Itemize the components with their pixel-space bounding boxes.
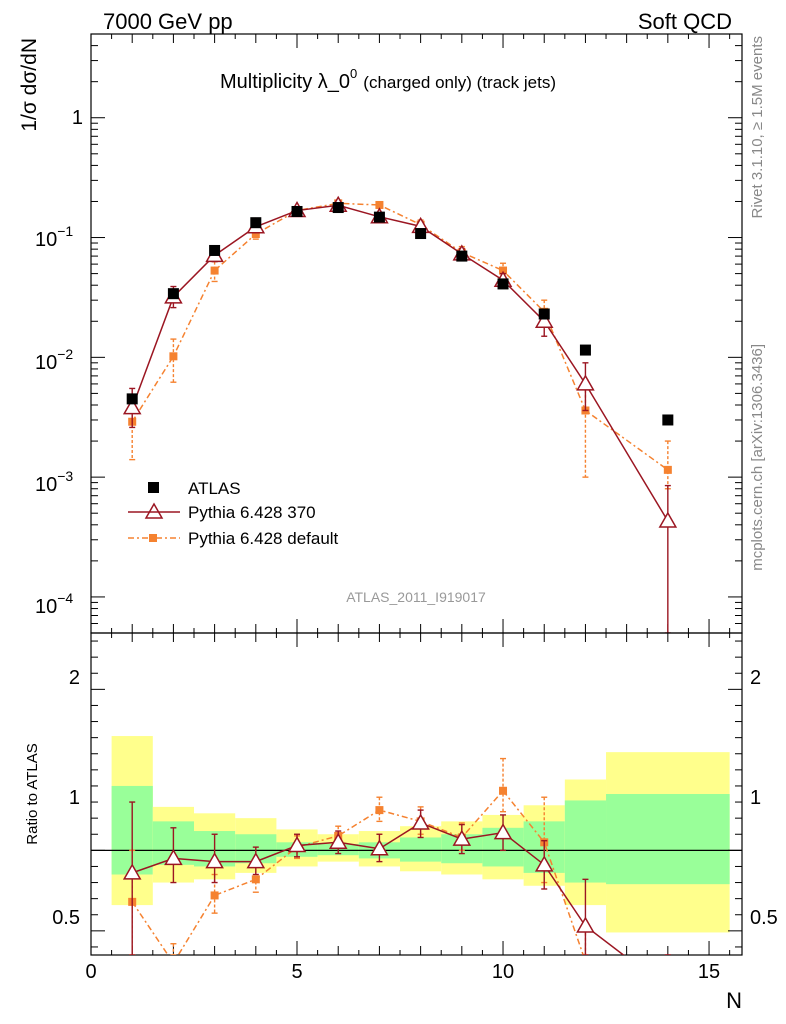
legend-label-atlas: ATLAS bbox=[188, 479, 241, 498]
ytick-label-1e-3: 10−3 bbox=[35, 468, 73, 496]
atlas-data-point bbox=[662, 414, 674, 426]
pythia370-point bbox=[658, 511, 678, 528]
ratio-pythia370-point bbox=[576, 916, 595, 933]
atlas-data-point bbox=[167, 288, 179, 300]
pythia-default-point bbox=[499, 266, 508, 275]
xtick-label-15: 15 bbox=[698, 961, 720, 983]
side-label-mcplots: mcplots.cern.ch [arXiv:1306.3436] bbox=[749, 344, 766, 571]
ratio-pythia370-point bbox=[287, 836, 307, 853]
xtick-label-5: 5 bbox=[291, 961, 302, 983]
legend-label-pythia370: Pythia 6.428 370 bbox=[188, 503, 316, 522]
xtick-label-0: 0 bbox=[85, 961, 96, 983]
ratio-pythia370-point bbox=[205, 852, 224, 869]
ratio-pythia370-point bbox=[164, 848, 183, 866]
pythia370-point bbox=[576, 374, 595, 391]
pythia-default-point bbox=[210, 266, 219, 275]
ratio-band-inner bbox=[606, 794, 730, 885]
atlas-data-point bbox=[209, 244, 221, 256]
pythia370-point bbox=[534, 311, 554, 329]
pythia-default-point bbox=[169, 352, 178, 361]
ytick-label-1e-4: 10−4 bbox=[35, 590, 73, 618]
atlas-data-point bbox=[538, 308, 550, 320]
ratio-pythia370-point bbox=[534, 855, 554, 872]
legend-label-pythia-default: Pythia 6.428 default bbox=[188, 529, 339, 548]
main-y-axis-label: 1/σ dσ/dN bbox=[18, 38, 41, 132]
ratio-axis-ticks bbox=[90, 633, 742, 955]
pythia370-point bbox=[122, 398, 142, 415]
plot-title-superscript: 0 bbox=[350, 66, 357, 81]
atlas-data-point bbox=[415, 228, 427, 240]
ratio-pythia370-point bbox=[246, 852, 266, 869]
atlas-data-point bbox=[332, 202, 344, 214]
ratio-ytick-0.5-right: 0.5 bbox=[750, 907, 778, 929]
ratio-band-inner bbox=[564, 800, 607, 883]
atlas-data-point bbox=[456, 250, 468, 262]
ratio-pythia-default-line bbox=[131, 789, 584, 955]
pythia-default-point bbox=[375, 200, 384, 209]
ratio-pythia370-point bbox=[452, 829, 472, 846]
ratio-pythia370-point bbox=[493, 823, 513, 840]
ratio-y-axis-label: Ratio to ATLAS bbox=[24, 743, 41, 844]
ratio-ytick-1-right: 1 bbox=[750, 787, 761, 809]
ratio-pythia-default-point bbox=[251, 875, 260, 884]
ratio-pythia370-point bbox=[411, 813, 430, 830]
ratio-ytick-2: 2 bbox=[69, 667, 80, 689]
atlas-data-point bbox=[497, 278, 509, 290]
ratio-plot-frame bbox=[90, 632, 743, 956]
ratio-ytick-0.5: 0.5 bbox=[52, 907, 80, 929]
ratio-pythia370-point bbox=[122, 863, 142, 880]
header-right: Soft QCD bbox=[638, 9, 732, 34]
ratio-ytick-1: 1 bbox=[69, 787, 80, 809]
pythia-default-point bbox=[663, 465, 672, 474]
ratio-pythia370-point bbox=[328, 832, 348, 850]
ratio-pythia-default-point bbox=[375, 806, 384, 815]
atlas-data-point bbox=[126, 393, 138, 405]
ytick-label-1e-2: 10−2 bbox=[35, 346, 73, 374]
ratio-pythia370-point bbox=[370, 839, 389, 856]
x-axis-label: N bbox=[726, 988, 742, 1013]
analysis-label: ATLAS_2011_I919017 bbox=[346, 589, 486, 605]
xtick-label-10: 10 bbox=[492, 961, 514, 983]
legend-marker-pythia-default bbox=[149, 534, 157, 542]
legend-marker-atlas bbox=[148, 482, 159, 493]
atlas-data-point bbox=[373, 211, 385, 223]
side-label-rivet: Rivet 3.1.10, ≥ 1.5M events bbox=[749, 36, 766, 219]
ratio-pythia-default-point bbox=[210, 891, 219, 900]
ratio-ytick-2-right: 2 bbox=[750, 667, 761, 689]
ratio-band-inner bbox=[400, 837, 442, 862]
atlas-data-point bbox=[579, 344, 591, 356]
atlas-data-point bbox=[250, 217, 262, 229]
atlas-data-point bbox=[291, 205, 303, 217]
plot-title-suffix: (charged only) (track jets) bbox=[363, 73, 556, 92]
pythia-default-line bbox=[131, 202, 669, 471]
ratio-pythia-default-point bbox=[499, 786, 508, 795]
ytick-label-1: 1 bbox=[72, 107, 83, 129]
legend-marker-pythia370 bbox=[144, 502, 164, 519]
ytick-label-1e-1: 10−1 bbox=[35, 223, 73, 251]
pythia-default-point bbox=[251, 230, 260, 239]
legend: ATLAS Pythia 6.428 370 Pythia 6.428 defa… bbox=[128, 479, 339, 548]
header-left: 7000 GeV pp bbox=[103, 9, 233, 34]
main-axis-ticks bbox=[90, 33, 742, 634]
plot-title: Multiplicity λ_00 (charged only) (track j… bbox=[220, 66, 556, 93]
